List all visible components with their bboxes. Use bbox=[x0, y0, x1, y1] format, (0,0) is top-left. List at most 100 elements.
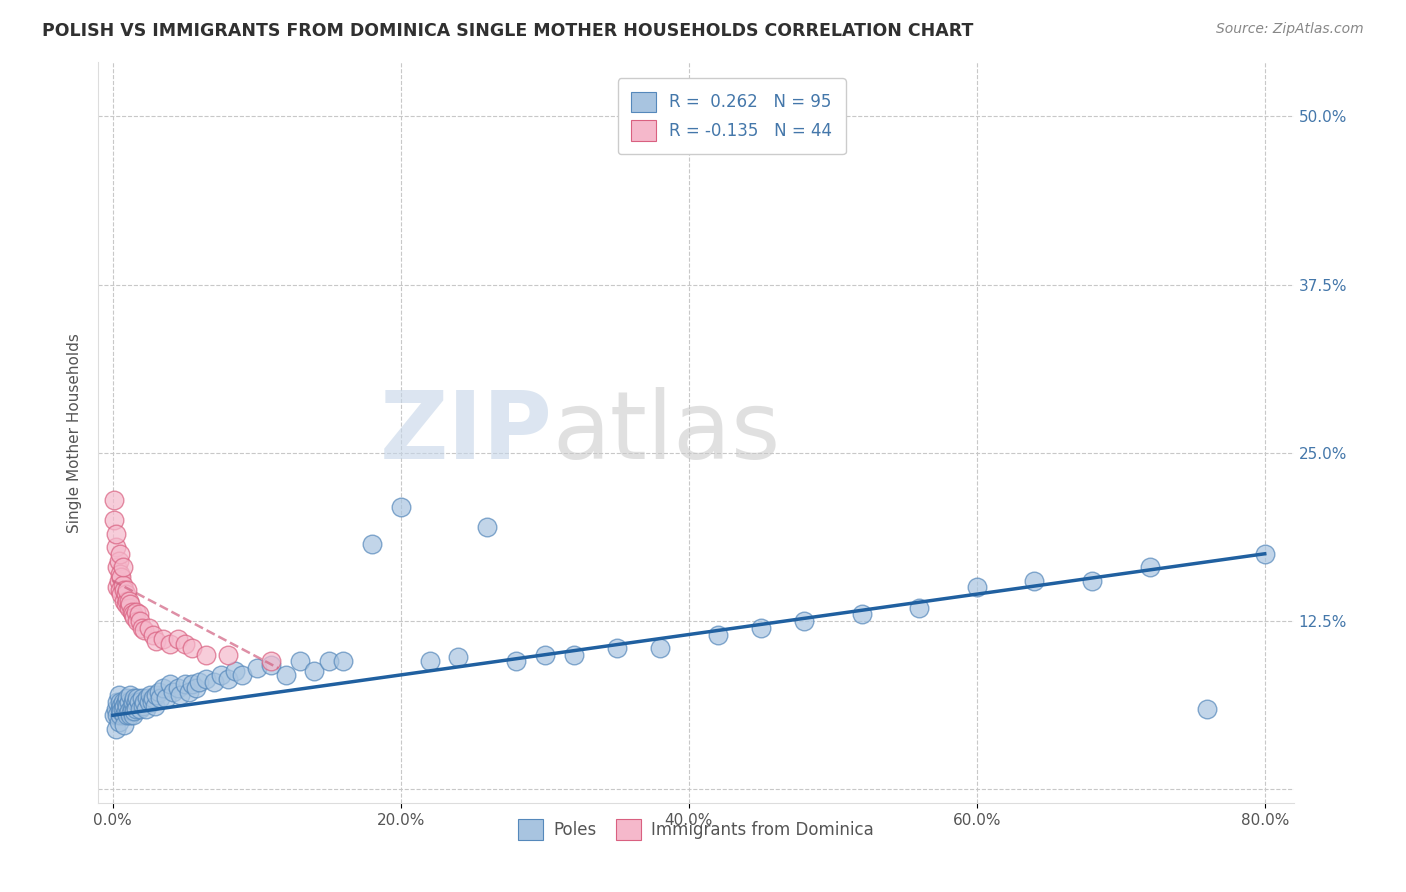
Point bbox=[111, 578, 134, 592]
Point bbox=[186, 681, 208, 696]
Y-axis label: Single Mother Households: Single Mother Households bbox=[67, 333, 83, 533]
Point bbox=[108, 566, 131, 581]
Point bbox=[127, 614, 149, 628]
Point bbox=[115, 698, 138, 713]
Point bbox=[121, 698, 143, 713]
Point bbox=[159, 637, 181, 651]
Point bbox=[260, 655, 283, 669]
Point bbox=[131, 690, 153, 705]
Point bbox=[606, 640, 628, 655]
Point bbox=[125, 701, 148, 715]
Point bbox=[562, 648, 585, 662]
Point bbox=[533, 648, 555, 662]
Point bbox=[112, 594, 135, 608]
Point bbox=[111, 695, 134, 709]
Point bbox=[162, 685, 184, 699]
Point bbox=[135, 701, 157, 715]
Point bbox=[217, 672, 239, 686]
Text: Source: ZipAtlas.com: Source: ZipAtlas.com bbox=[1216, 22, 1364, 37]
Point bbox=[648, 640, 671, 655]
Point bbox=[274, 668, 297, 682]
Point bbox=[124, 704, 146, 718]
Point bbox=[195, 648, 218, 662]
Point bbox=[122, 607, 145, 622]
Point bbox=[134, 695, 156, 709]
Point bbox=[169, 688, 191, 702]
Point bbox=[246, 661, 269, 675]
Point bbox=[124, 610, 146, 624]
Point bbox=[120, 597, 142, 611]
Point bbox=[145, 634, 167, 648]
Point bbox=[118, 695, 141, 709]
Point bbox=[115, 594, 138, 608]
Point bbox=[120, 688, 142, 702]
Point bbox=[145, 688, 167, 702]
Point bbox=[166, 632, 188, 646]
Point bbox=[105, 695, 128, 709]
Point bbox=[706, 627, 728, 641]
Point bbox=[104, 722, 127, 736]
Point bbox=[179, 685, 201, 699]
Point bbox=[217, 648, 239, 662]
Point bbox=[143, 698, 166, 713]
Point bbox=[159, 677, 181, 691]
Point bbox=[118, 594, 141, 608]
Point bbox=[138, 695, 160, 709]
Point bbox=[1254, 547, 1277, 561]
Point bbox=[139, 688, 162, 702]
Point bbox=[188, 674, 211, 689]
Point bbox=[115, 708, 138, 723]
Point bbox=[129, 614, 152, 628]
Point bbox=[202, 674, 225, 689]
Point bbox=[231, 668, 253, 682]
Point bbox=[141, 695, 163, 709]
Point bbox=[132, 698, 155, 713]
Text: atlas: atlas bbox=[553, 386, 780, 479]
Point bbox=[1197, 701, 1219, 715]
Point bbox=[419, 655, 441, 669]
Point bbox=[224, 664, 246, 678]
Point bbox=[103, 492, 125, 507]
Point bbox=[107, 574, 129, 588]
Point bbox=[389, 500, 412, 514]
Point bbox=[166, 681, 188, 696]
Point bbox=[104, 701, 127, 715]
Point bbox=[195, 672, 218, 686]
Point bbox=[181, 677, 204, 691]
Point bbox=[1024, 574, 1046, 588]
Point bbox=[108, 583, 131, 598]
Point bbox=[122, 695, 145, 709]
Point bbox=[1081, 574, 1104, 588]
Point bbox=[361, 537, 384, 551]
Point bbox=[129, 701, 152, 715]
Point bbox=[124, 690, 146, 705]
Point bbox=[152, 632, 174, 646]
Point bbox=[118, 600, 141, 615]
Point bbox=[114, 704, 136, 718]
Point bbox=[181, 640, 204, 655]
Point bbox=[288, 655, 311, 669]
Point bbox=[128, 695, 150, 709]
Text: ZIP: ZIP bbox=[380, 386, 553, 479]
Point bbox=[138, 621, 160, 635]
Point bbox=[104, 526, 127, 541]
Point bbox=[111, 560, 134, 574]
Point bbox=[131, 621, 153, 635]
Point bbox=[152, 681, 174, 696]
Point bbox=[125, 605, 148, 619]
Point bbox=[108, 547, 131, 561]
Point bbox=[108, 708, 131, 723]
Point bbox=[793, 614, 815, 628]
Point bbox=[103, 708, 125, 723]
Point bbox=[128, 607, 150, 622]
Point bbox=[749, 621, 772, 635]
Point bbox=[104, 540, 127, 554]
Point bbox=[505, 655, 527, 669]
Point bbox=[173, 637, 195, 651]
Point bbox=[121, 704, 143, 718]
Point bbox=[142, 690, 165, 705]
Point bbox=[447, 650, 470, 665]
Point bbox=[136, 690, 159, 705]
Point bbox=[148, 685, 170, 699]
Point bbox=[108, 695, 131, 709]
